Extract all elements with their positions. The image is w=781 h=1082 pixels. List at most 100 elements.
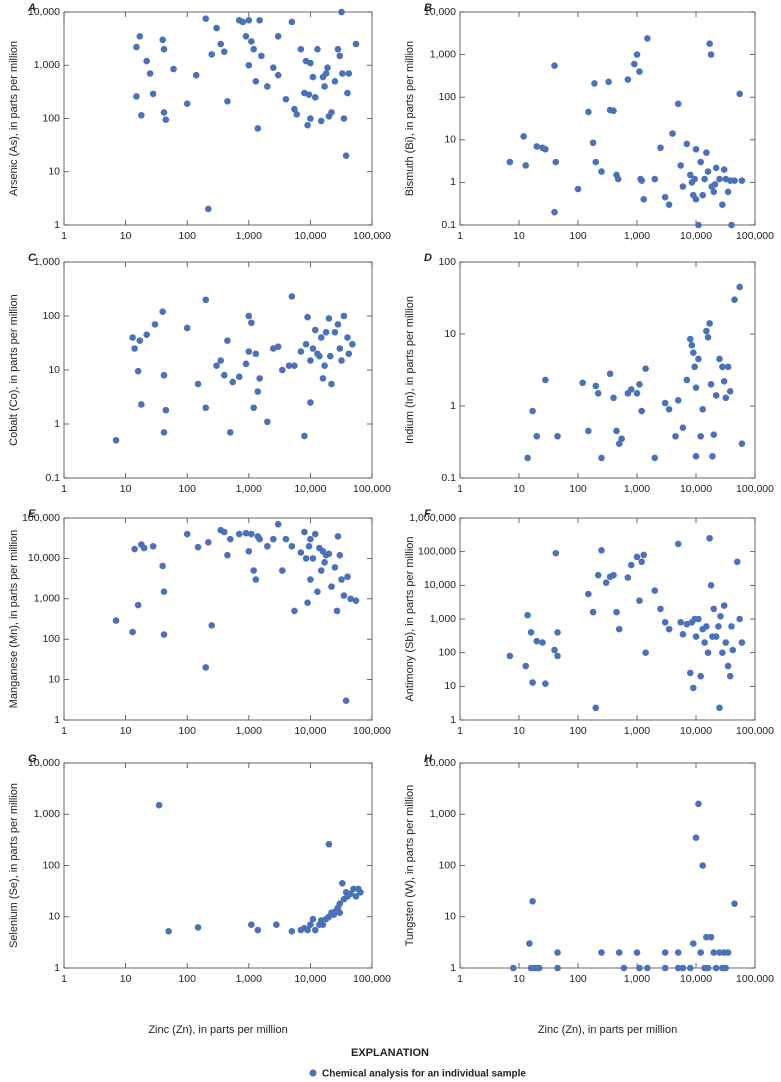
data-point bbox=[291, 362, 298, 370]
data-point bbox=[651, 454, 659, 462]
data-point bbox=[697, 672, 704, 680]
data-point bbox=[606, 370, 614, 378]
data-point bbox=[220, 528, 228, 536]
y-tick-label: 1,000 bbox=[430, 613, 456, 625]
data-point bbox=[535, 964, 543, 972]
data-point bbox=[138, 401, 145, 408]
data-point bbox=[542, 680, 549, 687]
data-point bbox=[720, 602, 728, 609]
data-point bbox=[297, 549, 305, 556]
data-point bbox=[342, 152, 350, 160]
y-tick-label: 100,000 bbox=[22, 512, 60, 524]
data-point bbox=[633, 949, 641, 956]
data-point bbox=[738, 639, 746, 646]
data-point bbox=[686, 171, 694, 179]
data-point bbox=[321, 83, 328, 90]
data-point bbox=[542, 376, 549, 384]
data-point bbox=[692, 145, 700, 153]
data-point bbox=[192, 71, 200, 79]
y-tick-label: 100 bbox=[42, 859, 60, 871]
data-point bbox=[533, 637, 541, 645]
data-point bbox=[311, 926, 319, 934]
data-point bbox=[336, 551, 344, 559]
data-point bbox=[288, 928, 296, 935]
y-tick-label: 10 bbox=[48, 364, 60, 376]
data-point bbox=[140, 544, 148, 552]
data-point bbox=[317, 117, 325, 125]
data-point bbox=[338, 576, 345, 583]
data-point bbox=[731, 900, 738, 907]
x-tick-label: 100 bbox=[569, 973, 587, 985]
data-point bbox=[279, 366, 286, 374]
data-point bbox=[719, 363, 726, 371]
data-point bbox=[719, 201, 726, 208]
data-point bbox=[254, 125, 262, 132]
y-tick-label: 100 bbox=[438, 646, 456, 658]
data-point bbox=[506, 652, 514, 660]
data-point bbox=[288, 18, 296, 26]
y-tick-label: 10,000 bbox=[424, 579, 456, 591]
data-point bbox=[729, 646, 737, 654]
data-point bbox=[707, 933, 715, 941]
data-point bbox=[160, 588, 168, 595]
data-point bbox=[699, 862, 707, 869]
data-point bbox=[304, 313, 311, 321]
y-tick-label: 10,000 bbox=[424, 757, 456, 769]
data-point bbox=[703, 623, 710, 630]
data-point bbox=[551, 646, 558, 654]
data-point bbox=[134, 601, 142, 609]
data-point bbox=[690, 940, 697, 947]
data-point bbox=[159, 562, 166, 570]
y-tick-label: 1 bbox=[450, 400, 456, 412]
data-point bbox=[509, 964, 517, 972]
data-point bbox=[204, 205, 212, 213]
data-point bbox=[679, 631, 687, 638]
data-point bbox=[679, 424, 687, 431]
data-point bbox=[661, 949, 669, 956]
data-point bbox=[325, 550, 333, 558]
data-point bbox=[722, 964, 730, 972]
data-point bbox=[710, 949, 718, 956]
data-point bbox=[579, 379, 586, 387]
x-tick-label: 1,000 bbox=[236, 230, 262, 242]
data-point bbox=[618, 435, 625, 443]
data-point bbox=[598, 454, 605, 462]
data-point bbox=[554, 964, 561, 972]
data-point bbox=[529, 679, 536, 686]
data-point bbox=[665, 201, 673, 208]
y-tick-label: 1 bbox=[54, 962, 60, 974]
data-point bbox=[254, 388, 262, 395]
data-point bbox=[692, 834, 700, 841]
data-point bbox=[722, 639, 730, 646]
data-point bbox=[695, 615, 702, 623]
data-point bbox=[594, 571, 602, 579]
data-point bbox=[672, 432, 679, 440]
data-point bbox=[585, 427, 592, 435]
y-tick-label: 10,000 bbox=[28, 6, 60, 18]
data-point bbox=[183, 324, 191, 332]
y-tick-label: 1 bbox=[54, 714, 60, 726]
data-point bbox=[636, 597, 643, 604]
x-tick-label: 10,000 bbox=[294, 483, 326, 495]
y-tick-label: 10 bbox=[444, 680, 456, 692]
x-tick-label: 1,000 bbox=[236, 725, 262, 737]
data-point bbox=[724, 662, 732, 670]
x-tick-label: 100,000 bbox=[353, 725, 391, 737]
y-tick-label: 10 bbox=[48, 911, 60, 923]
data-point bbox=[716, 175, 723, 183]
y-tick-label: 100 bbox=[42, 633, 60, 645]
x-tick-label: 10 bbox=[513, 973, 525, 985]
data-point bbox=[701, 639, 708, 646]
y-axis-title: Indium (In), in parts per million bbox=[404, 296, 416, 444]
data-point bbox=[325, 315, 333, 322]
data-point bbox=[133, 43, 140, 51]
data-point bbox=[624, 76, 632, 83]
data-point bbox=[657, 144, 664, 152]
data-point bbox=[134, 367, 142, 375]
data-point bbox=[711, 181, 719, 188]
x-tick-label: 100,000 bbox=[736, 483, 774, 495]
data-point bbox=[334, 45, 342, 53]
data-point bbox=[665, 625, 673, 633]
data-point bbox=[699, 405, 707, 413]
